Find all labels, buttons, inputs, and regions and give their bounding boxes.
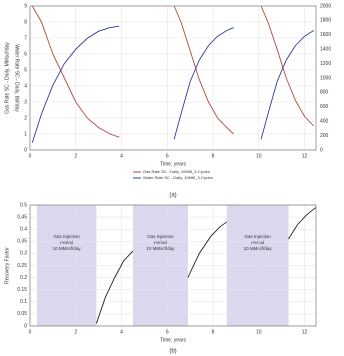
y2-tick-label: 1600	[320, 32, 331, 38]
x-tick-label: 0	[29, 153, 32, 159]
y2-tick-label: 2000	[320, 3, 331, 9]
y-tick-label: 0.15	[17, 287, 27, 293]
y-tick-label: 6	[24, 51, 27, 57]
y2-tick-label: 0	[320, 147, 323, 153]
y2-axis-label: Water Rate SC - Daily, bbl/day	[14, 44, 20, 112]
y-axis-label: Gas Rate SC - Daily, MMscf/day	[4, 42, 10, 114]
y-tick-label: 7	[24, 35, 27, 41]
x-tick-label: 12	[302, 329, 308, 335]
annotation: Gas Injection	[147, 234, 174, 239]
y-tick-label: 0.45	[17, 214, 27, 220]
y-tick-label: 3	[24, 99, 27, 105]
x-tick-label: 0	[29, 329, 32, 335]
y2-tick-label: 1000	[320, 75, 331, 81]
panel-label: (b)	[169, 349, 176, 355]
y-tick-label: 4	[24, 83, 27, 89]
series-line	[31, 5, 315, 138]
y-tick-label: 0	[24, 323, 27, 329]
x-tick-label: 6	[166, 329, 169, 335]
x-axis-label: Time, years	[160, 161, 186, 167]
plot-frame	[29, 204, 317, 327]
y2-tick-label: 400	[320, 119, 329, 125]
y-tick-label: 0.35	[17, 239, 27, 245]
x-tick-label: 6	[166, 153, 169, 159]
y2-tick-label: 600	[320, 104, 329, 110]
annotation: Period	[154, 240, 168, 245]
y-tick-label: 0.5	[20, 202, 27, 208]
y2-tick-label: 200	[320, 133, 329, 139]
x-tick-label: 8	[212, 329, 215, 335]
y-tick-label: 0.4	[20, 227, 27, 233]
y-tick-label: 0.1	[20, 299, 27, 305]
series-line	[95, 207, 317, 324]
annotation: 10 MMscf/day	[53, 246, 82, 251]
plot-frame	[29, 5, 317, 151]
y2-tick-label: 1800	[320, 18, 331, 24]
y-tick-label: 9	[24, 3, 27, 9]
y-tick-label: 0.05	[17, 311, 27, 317]
series-line	[31, 25, 314, 143]
x-tick-label: 2	[74, 153, 77, 159]
annotation: Gas Injection	[245, 234, 272, 239]
y2-tick-label: 1200	[320, 61, 331, 67]
y-tick-label: 8	[24, 19, 27, 25]
x-tick-label: 2	[74, 329, 77, 335]
y-tick-label: 5	[24, 67, 27, 73]
y-tick-label: 0.25	[17, 263, 27, 269]
y-axis-label: Recovery Factor	[4, 247, 10, 284]
y-tick-label: 0.3	[20, 251, 27, 257]
x-tick-label: 4	[120, 329, 123, 335]
x-tick-label: 10	[256, 153, 262, 159]
annotation: Gas Injection	[53, 234, 80, 239]
legend-label: Water Rate SC - Daily, 10MM_3-Cycles	[143, 175, 213, 180]
y-tick-label: 2	[24, 115, 27, 121]
annotation: 10 MMscf/day	[244, 246, 273, 251]
x-axis-label: Time, years	[160, 337, 186, 343]
x-tick-label: 12	[302, 153, 308, 159]
annotation: Period	[251, 240, 265, 245]
panel-label: (a)	[169, 193, 176, 199]
x-tick-label: 10	[256, 329, 262, 335]
x-tick-label: 4	[120, 153, 123, 159]
annotation: Period	[60, 240, 74, 245]
y-tick-label: 1	[24, 131, 27, 137]
y2-tick-label: 800	[320, 90, 329, 96]
y-tick-label: 0.2	[20, 275, 27, 281]
legend-label: Gas Rate SC - Daily, 10MM_3-Cycles	[143, 169, 210, 174]
y-tick-label: 0	[24, 147, 27, 153]
y2-tick-label: 1400	[320, 47, 331, 53]
annotation: 10 MMscf/day	[146, 246, 175, 251]
x-tick-label: 8	[212, 153, 215, 159]
